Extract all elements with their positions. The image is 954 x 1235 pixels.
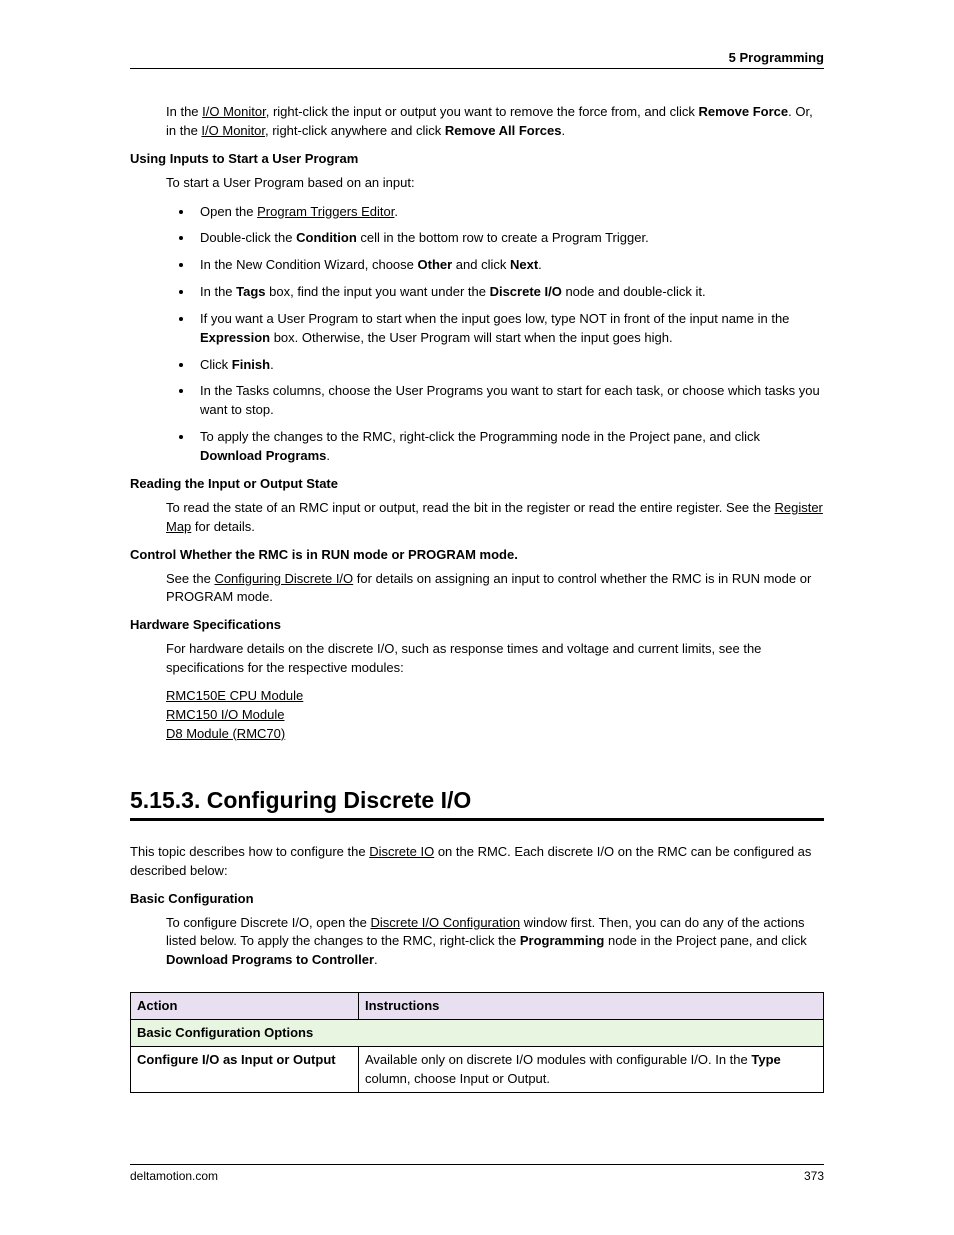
text: In the — [166, 104, 202, 119]
text: Open the — [200, 204, 257, 219]
next-label: Next — [510, 257, 538, 272]
text: node and double-click it. — [562, 284, 706, 299]
programming-node-label: Programming — [520, 933, 605, 948]
text: box, find the input you want under the — [266, 284, 490, 299]
action-cell: Configure I/O as Input or Output — [131, 1047, 359, 1092]
section-intro: This topic describes how to configure th… — [130, 843, 824, 881]
io-monitor-link-1[interactable]: I/O Monitor — [202, 104, 266, 119]
remove-all-forces-label: Remove All Forces — [445, 123, 562, 138]
heading-using-inputs: Using Inputs to Start a User Program — [130, 151, 824, 166]
text: In the — [200, 284, 236, 299]
basic-config-paragraph: To configure Discrete I/O, open the Disc… — [166, 914, 824, 971]
expression-label: Expression — [200, 330, 270, 345]
heading-basic-config: Basic Configuration — [130, 891, 824, 906]
list-item: In the Tasks columns, choose the User Pr… — [194, 382, 824, 420]
list-item: Click Finish. — [194, 356, 824, 375]
discrete-io-link[interactable]: Discrete IO — [369, 844, 434, 859]
config-table: Action Instructions Basic Configuration … — [130, 992, 824, 1093]
footer-page-number: 373 — [804, 1169, 824, 1183]
condition-label: Condition — [296, 230, 357, 245]
footer-site: deltamotion.com — [130, 1169, 218, 1183]
text: . — [561, 123, 565, 138]
other-label: Other — [418, 257, 453, 272]
control-paragraph: See the Configuring Discrete I/O for det… — [166, 570, 824, 608]
list-item: Double-click the Condition cell in the b… — [194, 229, 824, 248]
rmc150-io-module-link[interactable]: RMC150 I/O Module — [166, 707, 824, 722]
using-lead: To start a User Program based on an inpu… — [166, 174, 824, 193]
download-programs-label: Download Programs — [200, 448, 326, 463]
list-item: To apply the changes to the RMC, right-c… — [194, 428, 824, 466]
text: Double-click the — [200, 230, 296, 245]
text: column, choose Input or Output. — [365, 1071, 550, 1086]
text: Click — [200, 357, 232, 372]
text: See the — [166, 571, 214, 586]
text: If you want a User Program to start when… — [200, 311, 789, 326]
section-heading: 5.15.3. Configuring Discrete I/O — [130, 787, 824, 821]
text: To read the state of an RMC input or out… — [166, 500, 774, 515]
col-instructions: Instructions — [359, 993, 824, 1020]
col-action: Action — [131, 993, 359, 1020]
page-footer: deltamotion.com 373 — [130, 1164, 824, 1183]
text: for details. — [191, 519, 255, 534]
text: , right-click the input or output you wa… — [266, 104, 699, 119]
program-triggers-editor-link[interactable]: Program Triggers Editor — [257, 204, 394, 219]
download-programs-controller-label: Download Programs to Controller — [166, 952, 374, 967]
text: and click — [452, 257, 510, 272]
steps-list: Open the Program Triggers Editor. Double… — [170, 203, 824, 466]
table-section-row: Basic Configuration Options — [131, 1020, 824, 1047]
text: To configure Discrete I/O, open the — [166, 915, 371, 930]
reading-paragraph: To read the state of an RMC input or out… — [166, 499, 824, 537]
text: node in the Project pane, and click — [604, 933, 806, 948]
type-label: Type — [751, 1052, 780, 1067]
text: . — [374, 952, 378, 967]
tags-label: Tags — [236, 284, 265, 299]
heading-reading-state: Reading the Input or Output State — [130, 476, 824, 491]
text: In the New Condition Wizard, choose — [200, 257, 418, 272]
d8-module-link[interactable]: D8 Module (RMC70) — [166, 726, 824, 741]
heading-control-mode: Control Whether the RMC is in RUN mode o… — [130, 547, 824, 562]
remove-force-label: Remove Force — [699, 104, 789, 119]
discrete-io-config-link[interactable]: Discrete I/O Configuration — [371, 915, 521, 930]
list-item: In the Tags box, find the input you want… — [194, 283, 824, 302]
text: . — [394, 204, 398, 219]
section-cell: Basic Configuration Options — [131, 1020, 824, 1047]
text: box. Otherwise, the User Program will st… — [270, 330, 672, 345]
text: . — [538, 257, 542, 272]
text: . — [270, 357, 274, 372]
hw-paragraph: For hardware details on the discrete I/O… — [166, 640, 824, 678]
heading-hardware-specs: Hardware Specifications — [130, 617, 824, 632]
rmc150e-cpu-module-link[interactable]: RMC150E CPU Module — [166, 688, 824, 703]
instructions-cell: Available only on discrete I/O modules w… — [359, 1047, 824, 1092]
list-item: Open the Program Triggers Editor. — [194, 203, 824, 222]
text: , right-click anywhere and click — [265, 123, 445, 138]
page-header: 5 Programming — [130, 50, 824, 69]
text: . — [326, 448, 330, 463]
text: cell in the bottom row to create a Progr… — [357, 230, 649, 245]
list-item: In the New Condition Wizard, choose Othe… — [194, 256, 824, 275]
configuring-discrete-io-link[interactable]: Configuring Discrete I/O — [214, 571, 353, 586]
text: To apply the changes to the RMC, right-c… — [200, 429, 760, 444]
finish-label: Finish — [232, 357, 270, 372]
table-row: Configure I/O as Input or Output Availab… — [131, 1047, 824, 1092]
io-monitor-link-2[interactable]: I/O Monitor — [201, 123, 265, 138]
text: Available only on discrete I/O modules w… — [365, 1052, 751, 1067]
table-header-row: Action Instructions — [131, 993, 824, 1020]
list-item: If you want a User Program to start when… — [194, 310, 824, 348]
text: This topic describes how to configure th… — [130, 844, 369, 859]
intro-paragraph: In the I/O Monitor, right-click the inpu… — [166, 103, 824, 141]
discrete-io-label: Discrete I/O — [490, 284, 562, 299]
